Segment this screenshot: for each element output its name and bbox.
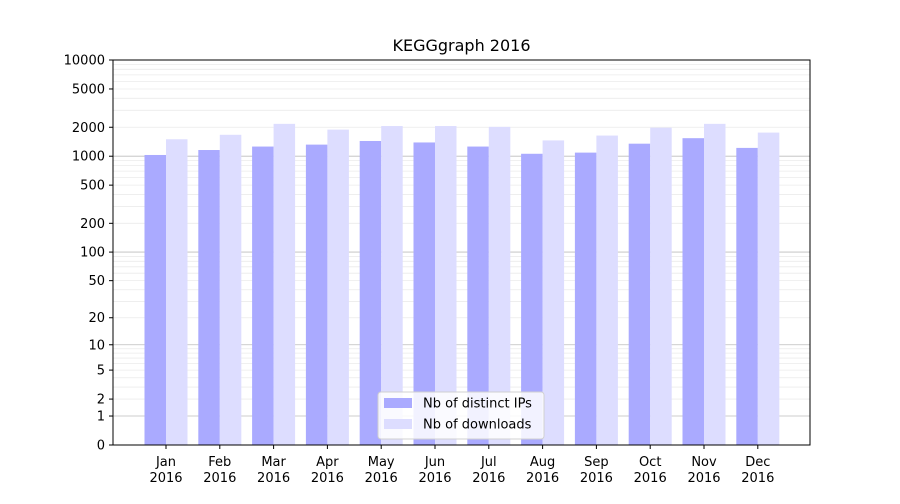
y-tick-label: 10: [88, 338, 105, 353]
x-tick-label-year: 2016: [687, 471, 720, 486]
x-tick-label-year: 2016: [418, 471, 451, 486]
bar-downloads: [273, 123, 296, 445]
bar-distinct-ips: [252, 146, 274, 445]
bar-distinct-ips: [144, 154, 166, 446]
bar-downloads: [219, 134, 242, 446]
legend-box: [377, 391, 545, 440]
bar-distinct-ips: [628, 143, 651, 446]
y-tick-label: 0: [97, 439, 105, 454]
y-tick-label: 2: [97, 393, 105, 408]
x-tick-label-year: 2016: [580, 471, 613, 486]
x-tick-label-month: Jul: [480, 455, 497, 470]
y-tick-label: 5000: [72, 82, 105, 97]
y-tick-label: 2000: [72, 121, 105, 136]
x-tick-label-month: Aug: [530, 455, 555, 470]
x-tick-label-year: 2016: [741, 471, 774, 486]
bar-downloads: [435, 126, 457, 446]
bar-downloads: [381, 126, 403, 446]
y-tick-label: 5: [97, 364, 105, 379]
y-tick-label: 200: [80, 217, 105, 232]
bar-downloads: [650, 127, 672, 445]
bar-downloads: [488, 126, 511, 445]
y-tick-label: 1000: [72, 150, 105, 165]
bar-distinct-ips: [305, 144, 328, 445]
y-tick-label: 1: [97, 410, 105, 425]
x-tick-label-month: Jan: [155, 455, 176, 470]
y-tick-label: 100: [80, 246, 105, 261]
bar-distinct-ips: [521, 153, 543, 445]
x-tick-label-month: Sep: [584, 455, 609, 470]
bar-downloads: [327, 129, 349, 445]
y-tick-label: 500: [80, 179, 105, 194]
bar-distinct-ips: [198, 150, 220, 445]
chart-title: KEGGgraph 2016: [392, 36, 530, 55]
x-tick-label-month: Nov: [691, 455, 717, 470]
legend-label: Nb of downloads: [423, 418, 532, 433]
bar-downloads: [596, 135, 618, 445]
bar-distinct-ips: [682, 138, 704, 446]
x-tick-label-year: 2016: [311, 471, 344, 486]
x-tick-label-month: Oct: [639, 455, 661, 470]
bar-downloads: [757, 132, 780, 445]
y-tick-label: 10000: [64, 54, 105, 69]
x-tick-label-month: Dec: [745, 455, 770, 470]
x-tick-label-year: 2016: [472, 471, 505, 486]
x-tick-label-month: Feb: [208, 455, 231, 470]
x-tick-label-year: 2016: [526, 471, 559, 486]
y-tick-label: 50: [88, 274, 105, 289]
bar-distinct-ips: [413, 142, 435, 445]
legend-label: Nb of distinct IPs: [423, 397, 532, 412]
legend-swatch: [384, 398, 412, 408]
x-tick-label-month: Jun: [424, 455, 445, 470]
bar-downloads: [542, 140, 565, 445]
legend-swatch: [384, 419, 412, 429]
legend: Nb of distinct IPs Nb of downloads: [377, 391, 545, 440]
x-tick-label-year: 2016: [634, 471, 667, 486]
bar-downloads: [166, 139, 188, 445]
x-tick-label-month: Apr: [316, 455, 339, 470]
y-tick-label: 20: [88, 311, 105, 326]
bar-downloads: [704, 123, 726, 445]
bar-distinct-ips: [467, 146, 489, 445]
bar-distinct-ips: [736, 147, 758, 445]
y-axis: 0 1 2 5 10 20 50 100 200 500 1000 2000 5000 10000: [64, 54, 113, 454]
bar-distinct-ips: [574, 152, 597, 445]
x-tick-label-year: 2016: [257, 471, 290, 486]
x-tick-label-month: May: [368, 455, 395, 470]
bars: [144, 123, 780, 446]
x-axis: Jan2016Feb2016Mar2016Apr2016May2016Jun20…: [149, 445, 774, 486]
x-tick-label-year: 2016: [203, 471, 236, 486]
x-tick-label-year: 2016: [365, 471, 398, 486]
x-tick-label-month: Mar: [261, 455, 286, 470]
bar-distinct-ips: [359, 140, 382, 446]
x-tick-label-year: 2016: [149, 471, 182, 486]
